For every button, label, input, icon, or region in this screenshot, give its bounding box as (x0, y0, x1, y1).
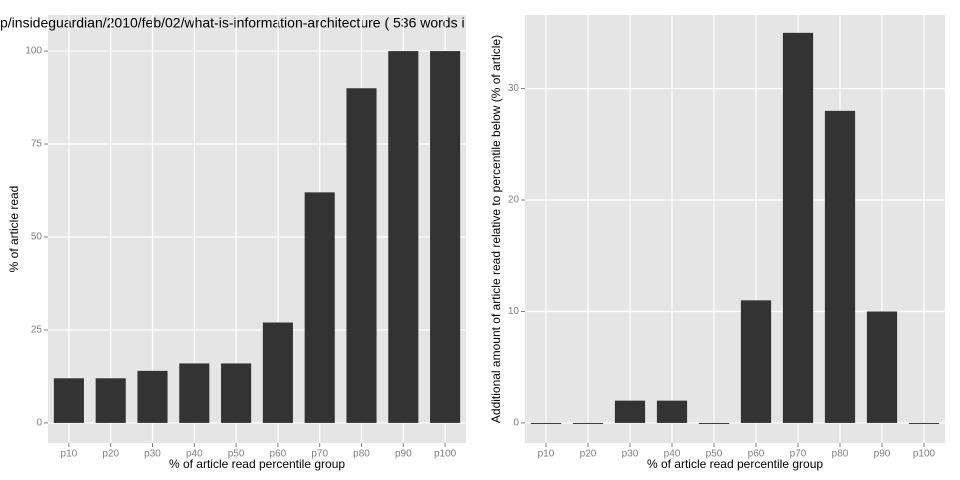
x-tick-label: p70 (311, 449, 328, 460)
bar (572, 422, 604, 424)
y-tick-label: 75 (31, 139, 43, 150)
bar (740, 300, 772, 423)
bar (866, 311, 898, 423)
y-tick-label: 0 (36, 418, 42, 429)
x-axis-title: % of article read percentile group (647, 457, 823, 471)
x-tick-label: p80 (832, 449, 849, 460)
bar (137, 370, 168, 423)
y-axis-title: Additional amount of article read relati… (489, 35, 503, 423)
bar (262, 322, 293, 423)
y-axis-title: % of article read (7, 186, 21, 273)
y-tick-label: 25 (31, 325, 43, 336)
bar (824, 110, 856, 423)
y-tick-label: 20 (508, 195, 520, 206)
x-tick-label: p100 (913, 449, 936, 460)
x-tick-label: p70 (790, 449, 807, 460)
y-tick-label: 10 (508, 306, 520, 317)
bar (530, 422, 562, 424)
x-tick-label: p30 (144, 449, 161, 460)
bar (179, 363, 210, 423)
x-tick-label: p100 (434, 449, 457, 460)
x-tick-label: p60 (748, 449, 765, 460)
x-tick-label: p80 (353, 449, 370, 460)
x-tick-label: p60 (270, 449, 287, 460)
bar (698, 422, 730, 424)
x-axis-title: % of article read percentile group (169, 457, 345, 471)
y-tick-label: 50 (31, 232, 43, 243)
x-tick-label: p50 (706, 449, 723, 460)
x-tick-label: p90 (395, 449, 412, 460)
bar (614, 400, 646, 423)
y-tick-label: 0 (513, 418, 519, 429)
bar (95, 378, 126, 423)
x-tick-label: p40 (664, 449, 681, 460)
bar (53, 378, 84, 423)
bar (656, 400, 688, 423)
x-tick-label: p30 (622, 449, 639, 460)
bar (908, 422, 940, 424)
x-tick-label: p20 (580, 449, 597, 460)
bar (782, 32, 814, 423)
y-tick-label: 30 (508, 83, 520, 94)
x-tick-label: p20 (102, 449, 119, 460)
chart-title: p/insideguardian/2010/feb/02/what-is-inf… (0, 15, 465, 31)
x-tick-label: p50 (228, 449, 245, 460)
x-tick-label: p10 (61, 449, 78, 460)
bar (388, 51, 419, 423)
y-tick-label: 100 (25, 46, 42, 57)
bar (346, 88, 377, 423)
x-tick-label: p10 (538, 449, 555, 460)
x-tick-label: p90 (874, 449, 891, 460)
bar (221, 363, 252, 423)
bar (430, 51, 461, 423)
x-tick-label: p40 (186, 449, 203, 460)
bar (304, 192, 335, 423)
